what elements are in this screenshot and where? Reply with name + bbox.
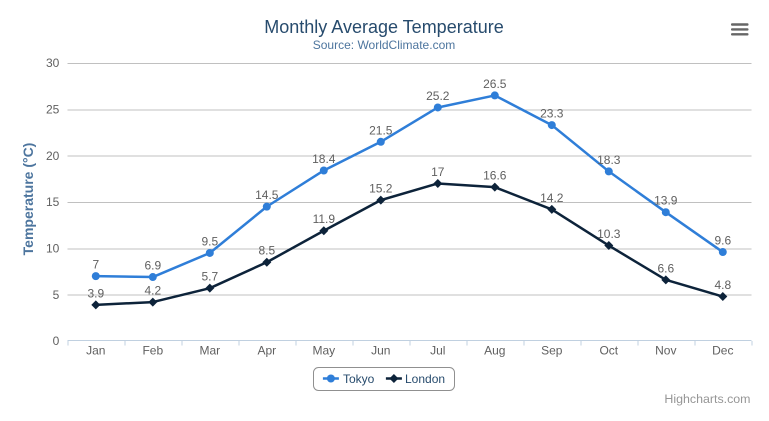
svg-text:16.6: 16.6 <box>483 169 507 183</box>
svg-text:9.5: 9.5 <box>201 235 218 249</box>
svg-text:14.5: 14.5 <box>255 188 279 202</box>
svg-text:5.7: 5.7 <box>201 270 218 284</box>
svg-text:Monthly Average Temperature: Monthly Average Temperature <box>264 17 503 37</box>
svg-text:Jul: Jul <box>430 344 445 358</box>
svg-text:Feb: Feb <box>142 344 163 358</box>
svg-text:4.2: 4.2 <box>144 284 161 298</box>
svg-text:6.9: 6.9 <box>144 259 161 273</box>
svg-text:25: 25 <box>46 103 60 117</box>
svg-text:20: 20 <box>46 149 60 163</box>
svg-text:8.5: 8.5 <box>258 244 275 258</box>
svg-text:Mar: Mar <box>199 344 220 358</box>
svg-text:Sep: Sep <box>541 344 563 358</box>
svg-text:Highcharts.com: Highcharts.com <box>664 392 750 406</box>
svg-text:Tokyo: Tokyo <box>343 372 375 386</box>
svg-text:0: 0 <box>53 334 60 348</box>
svg-text:17: 17 <box>431 165 445 179</box>
svg-text:5: 5 <box>53 288 60 302</box>
svg-text:25.2: 25.2 <box>426 89 450 103</box>
svg-text:30: 30 <box>46 56 60 70</box>
svg-text:Apr: Apr <box>257 344 276 358</box>
svg-text:9.6: 9.6 <box>714 234 731 248</box>
svg-text:Nov: Nov <box>655 344 676 358</box>
svg-text:Jan: Jan <box>86 344 105 358</box>
svg-text:Oct: Oct <box>599 344 618 358</box>
svg-text:Jun: Jun <box>371 344 390 358</box>
svg-text:6.6: 6.6 <box>657 261 674 275</box>
svg-text:10: 10 <box>46 242 60 256</box>
svg-text:Temperature (°C): Temperature (°C) <box>20 143 36 256</box>
svg-text:18.4: 18.4 <box>312 152 336 166</box>
svg-text:13.9: 13.9 <box>654 194 678 208</box>
svg-text:18.3: 18.3 <box>597 153 621 167</box>
svg-text:Dec: Dec <box>712 344 733 358</box>
svg-text:7: 7 <box>92 258 99 272</box>
svg-text:Source: WorldClimate.com: Source: WorldClimate.com <box>313 38 456 52</box>
svg-text:15: 15 <box>46 195 60 209</box>
svg-text:11.9: 11.9 <box>313 212 336 226</box>
svg-text:23.3: 23.3 <box>540 107 564 121</box>
svg-text:May: May <box>312 344 335 358</box>
svg-text:14.2: 14.2 <box>540 191 564 205</box>
svg-text:4.8: 4.8 <box>714 278 731 292</box>
svg-text:15.2: 15.2 <box>369 182 393 196</box>
svg-text:26.5: 26.5 <box>483 77 507 91</box>
svg-text:3.9: 3.9 <box>87 286 104 300</box>
svg-text:10.3: 10.3 <box>597 227 621 241</box>
svg-text:London: London <box>405 372 445 386</box>
svg-text:21.5: 21.5 <box>369 123 393 137</box>
svg-text:Aug: Aug <box>484 344 505 358</box>
